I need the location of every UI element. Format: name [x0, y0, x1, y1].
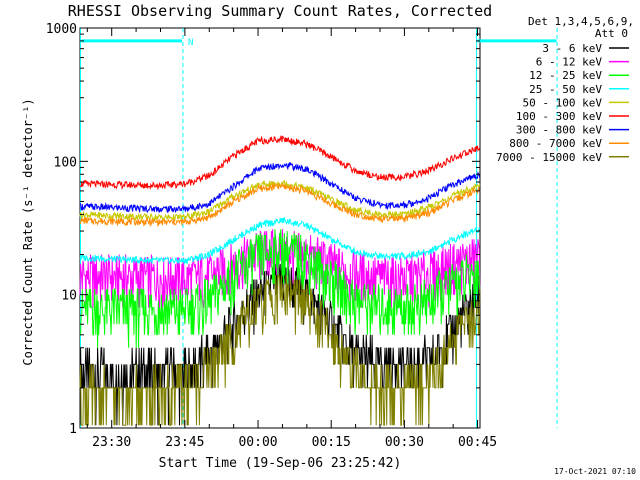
x-tick-label: 00:00 [238, 435, 277, 450]
legend-entry-label: 50 - 100 keV [523, 96, 603, 109]
x-tick-label: 23:45 [165, 435, 204, 450]
x-tick-label: 00:30 [385, 435, 424, 450]
series-line-6 [79, 161, 481, 214]
flag-bar-label: N [188, 38, 193, 48]
legend-entry-label: 3 - 6 keV [542, 42, 602, 55]
legend-entry-label: 7000 - 15000 keV [496, 151, 602, 164]
series-line-1 [79, 229, 481, 316]
y-tick-label: 1 [69, 422, 77, 437]
y-tick-label: 1000 [46, 22, 77, 37]
legend-entry-label: 12 - 25 keV [529, 69, 602, 82]
legend-entry-label: 800 - 7000 keV [509, 137, 602, 150]
legend-entry-label: 25 - 50 keV [529, 83, 602, 96]
legend-entry-label: 300 - 800 keV [516, 124, 602, 137]
y-axis-label: Corrected Count Rate (s⁻¹ detector⁻¹) [21, 98, 35, 365]
x-axis: 23:30 23:45 00:00 00:15 00:30 00:45 [86, 28, 497, 450]
x-axis-label: Start Time (19-Sep-06 23:25:42) [159, 456, 402, 471]
x-tick-label: 23:30 [92, 435, 131, 450]
y-tick-label: 10 [61, 289, 77, 304]
legend-header-line-1: Det 1,3,4,5,6,9, [528, 15, 634, 28]
series-line-3 [79, 216, 481, 266]
legend-entry-label: 6 - 12 keV [536, 56, 603, 69]
y-tick-label: 100 [54, 155, 77, 170]
chart-title: RHESSI Observing Summary Count Rates, Co… [68, 2, 492, 20]
legend-entry-label: 100 - 300 keV [516, 110, 602, 123]
legend-header-line-2: Att 0 [595, 27, 628, 40]
footer-date: 17-Oct-2021 07:10 [554, 467, 636, 476]
x-tick-label: 00:45 [458, 435, 497, 450]
series-line-7 [79, 182, 481, 228]
x-tick-label: 00:15 [312, 435, 351, 450]
series-line-5 [79, 135, 481, 191]
series-line-2 [80, 229, 481, 348]
series-line-8 [79, 274, 481, 426]
plot-area: N [79, 27, 558, 429]
